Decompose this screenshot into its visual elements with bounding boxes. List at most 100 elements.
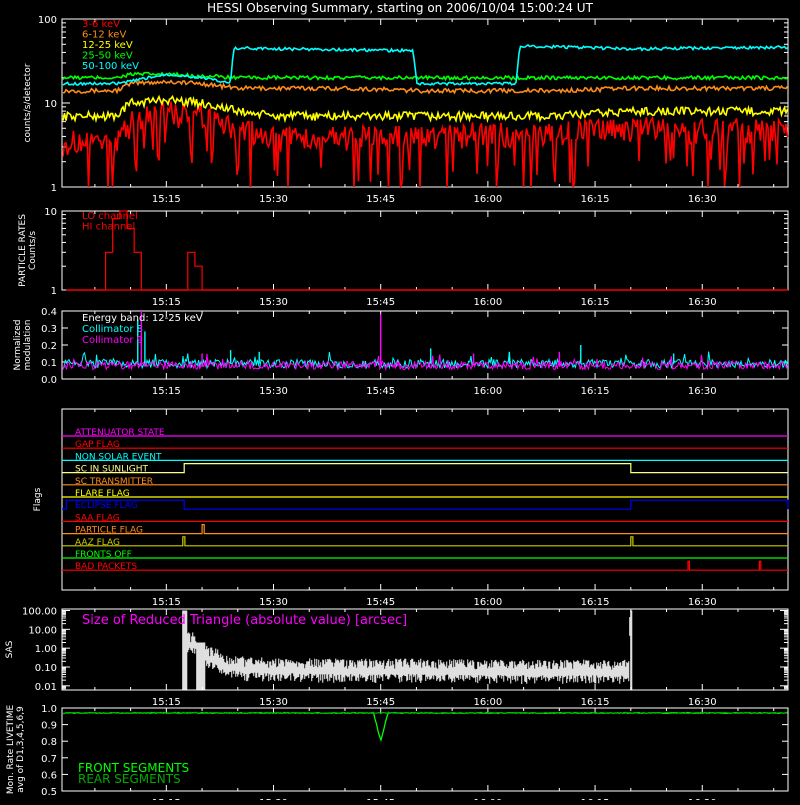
x-tick-label: 16:00: [473, 194, 502, 205]
legend-label: 3-6 keV: [82, 19, 120, 30]
y-tick-label: 1.00: [35, 644, 57, 655]
x-tick-label: 15:30: [259, 386, 288, 397]
y-tick-label: 10: [44, 207, 57, 218]
flag-label: GAP FLAG: [75, 440, 120, 450]
series-line-2: [62, 94, 789, 124]
particle-rate-panel-frame: [61, 210, 789, 291]
y-axis-label: Mon. Rate LIVETIME: [6, 705, 16, 795]
x-tick-label: 15:30: [259, 194, 288, 205]
x-tick-label: 16:30: [688, 386, 717, 397]
flag-label: BAD PACKETS: [75, 562, 137, 572]
flag-label: SAA FLAG: [75, 513, 120, 523]
y-tick-label: 0.8: [41, 737, 57, 748]
x-tick-label: 16:00: [473, 697, 502, 708]
x-tick-label: 15:15: [152, 597, 181, 608]
y-axis-label: Counts/s: [28, 231, 38, 270]
y-axis-label: modulation: [23, 320, 33, 371]
x-tick-label: 16:30: [688, 597, 717, 608]
energy-band-annotation: Energy band: 12-25 keV: [82, 313, 203, 324]
x-tick-label: 16:00: [473, 297, 502, 308]
y-axis-label: avg of D1,3,4,5,6,9: [16, 706, 26, 793]
x-tick-label: 16:30: [688, 297, 717, 308]
flag-label: NON SOLAR EVENT: [75, 452, 162, 462]
legend-label: 50-100 keV: [82, 61, 139, 72]
flag-label: SC IN SUNLIGHT: [75, 465, 149, 475]
y-tick-label: 0.01: [35, 682, 57, 693]
flag-label: ATTENUATOR STATE: [75, 428, 165, 438]
legend-label: FRONT SEGMENTS: [78, 761, 189, 775]
x-tick-label: 16:15: [581, 194, 610, 205]
series-line-0: [63, 711, 788, 742]
flag-label: FLARE FLAG: [75, 489, 130, 499]
x-tick-label: 15:30: [259, 297, 288, 308]
series-line-1: [62, 79, 789, 95]
flag-label: FRONTS OFF: [75, 550, 132, 560]
legend-label: REAR SEGMENTS: [78, 772, 181, 786]
series-line-4: [62, 43, 788, 87]
y-tick-label: 0.1: [41, 358, 57, 369]
y-tick-label: 1: [51, 183, 57, 194]
x-tick-label: 15:45: [366, 597, 395, 608]
x-tick-label: 16:30: [688, 194, 717, 205]
y-tick-label: 0.9: [41, 721, 57, 732]
legend-label: 6-12 keV: [82, 30, 126, 41]
y-axis-label: Flags: [33, 487, 43, 511]
y-axis-label: Normalized: [13, 319, 23, 370]
sas-annotation: Size of Reduced Triangle (absolute value…: [82, 613, 407, 628]
legend-label: 25-50 keV: [82, 51, 133, 62]
x-tick-label: 15:45: [366, 297, 395, 308]
x-tick-label: 16:15: [581, 697, 610, 708]
flag-label: PARTICLE FLAG: [75, 526, 143, 536]
x-tick-label: 15:30: [259, 697, 288, 708]
flag-line: [62, 536, 788, 547]
y-axis-label: SAS: [5, 640, 15, 658]
x-tick-label: 15:15: [152, 297, 181, 308]
x-tick-label: 15:45: [366, 386, 395, 397]
x-tick-label: 16:00: [473, 386, 502, 397]
y-tick-label: 0.7: [41, 754, 57, 765]
x-tick-label: 16:15: [581, 597, 610, 608]
series-line-0: [62, 351, 789, 370]
x-tick-label: 15:45: [366, 194, 395, 205]
legend-label: HI channel: [82, 222, 135, 233]
legend-label: Collimator 8: [82, 324, 143, 335]
series-line-1: [62, 353, 789, 372]
x-tick-label: 16:15: [581, 386, 610, 397]
flag-line: [62, 499, 789, 510]
x-tick-label: 15:15: [152, 697, 181, 708]
x-tick-label: 16:30: [688, 697, 717, 708]
y-tick-label: 10: [44, 99, 57, 110]
y-tick-label: 1: [51, 286, 57, 297]
flag-label: ECLIPSE FLAG: [75, 501, 138, 511]
x-tick-label: 15:45: [366, 697, 395, 708]
x-tick-label: 15:15: [152, 194, 181, 205]
y-tick-label: 100.00: [22, 606, 57, 617]
flag-label: SC TRANSMITTER: [75, 477, 153, 487]
flag-line: [62, 524, 788, 535]
y-tick-label: 0.0: [41, 375, 57, 386]
chart-title: HESSI Observing Summary, starting on 200…: [207, 1, 593, 15]
y-axis-label: PARTICLE RATES: [18, 214, 28, 287]
x-tick-label: 16:00: [473, 597, 502, 608]
y-tick-label: 0.2: [41, 341, 57, 352]
legend-label: LO channel: [82, 211, 138, 222]
y-tick-label: 0.4: [41, 307, 57, 318]
y-tick-label: 10.00: [28, 625, 57, 636]
y-axis-label: counts/s/detector: [23, 63, 33, 142]
y-tick-label: 0.6: [41, 770, 57, 781]
legend-label: 12-25 keV: [82, 40, 133, 51]
livetime-panel-frame: [61, 707, 789, 792]
legend-label: Collimator 9: [82, 335, 143, 346]
x-tick-label: 16:15: [581, 297, 610, 308]
y-tick-label: 0.3: [41, 324, 57, 335]
series-line-0: [62, 99, 789, 188]
series-line-0: [66, 210, 788, 291]
y-tick-label: 0.5: [41, 787, 57, 798]
series-line-1: [62, 711, 788, 715]
y-tick-label: 0.10: [35, 663, 57, 674]
x-tick-label: 15:15: [152, 386, 181, 397]
flag-line: [62, 463, 788, 474]
y-tick-label: 100: [38, 15, 57, 26]
